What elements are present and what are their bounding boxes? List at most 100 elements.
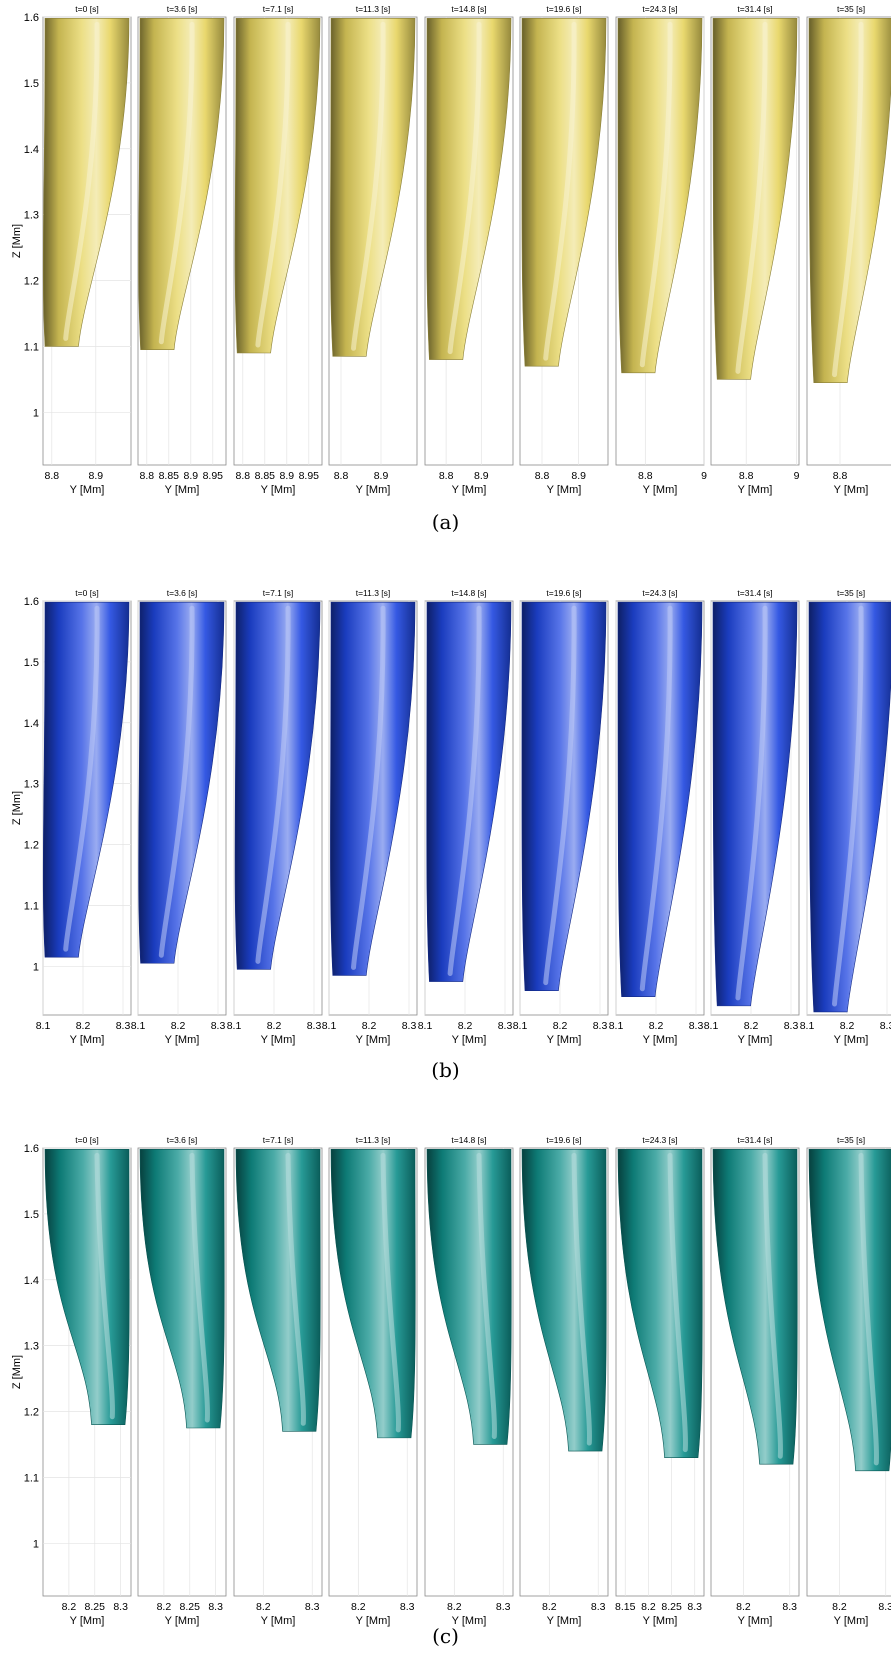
panel-time-label: t=14.8 [s] [451,1135,486,1145]
isosurface-body [426,601,512,982]
x-tick-label: 8.9 [571,470,586,482]
surface-highlight [380,1152,401,1433]
y-tick-label: 1.2 [24,276,39,288]
x-tick-label: 8.3 [305,1601,320,1613]
x-tick-label: 8.2 [832,1601,847,1613]
y-tick-label: 1.6 [24,596,39,608]
x-axis-label: Y [Mm] [834,484,869,496]
isosurface-body [234,18,321,354]
isosurface-body [138,601,225,964]
x-tick-label: 8.3 [687,1601,702,1613]
panel-time-label: t=11.3 [s] [356,4,391,14]
x-tick-label: 8.25 [85,1601,106,1613]
x-tick-label: 8.8 [535,470,550,482]
y-tick-label: 1.3 [24,779,39,791]
surface-highlight [543,21,577,361]
x-axis-label: Y [Mm] [738,1034,773,1046]
y-tick-label: 1.1 [24,1472,39,1484]
panel-time-label: t=31.4 [s] [737,1135,772,1145]
y-tick-label: 1.6 [24,1143,39,1155]
surface-highlight [158,21,195,345]
x-axis-label: Y [Mm] [165,1615,200,1627]
isosurface-body [234,601,321,970]
y-tick-label: 1 [33,1538,39,1550]
x-tick-label: 8.9 [183,470,198,482]
isosurface-body [521,18,607,367]
isosurface-body [426,18,512,360]
x-axis-label: Y [Mm] [547,1615,582,1627]
y-tick-label: 1.6 [24,12,39,24]
y-axis-label: Z [Mm] [11,1355,23,1389]
x-tick-label: 8.3 [402,1020,417,1032]
surface-highlight [351,21,386,351]
x-axis-label: Y [Mm] [70,1615,105,1627]
x-tick-label: 8.85 [255,470,276,482]
x-tick-label: 8.25 [661,1601,682,1613]
surface-highlight [639,605,673,992]
panel-time-label: t=24.3 [s] [642,588,677,598]
x-tick-label: 8.9 [474,470,489,482]
panel-time-label: t=14.8 [s] [451,588,486,598]
panel-time-label: t=3.6 [s] [167,1135,197,1145]
y-tick-label: 1.5 [24,657,39,669]
x-tick-label: 8.1 [609,1020,624,1032]
panel-time-label: t=31.4 [s] [737,4,772,14]
surface-highlight [63,605,100,952]
x-tick-label: 8.95 [299,470,320,482]
x-tick-label: 8.2 [736,1601,751,1613]
y-tick-label: 1 [33,407,39,419]
x-tick-label: 8.1 [704,1020,719,1032]
panel-time-label: t=3.6 [s] [167,588,197,598]
x-tick-label: 8.8 [44,470,59,482]
x-axis-label: Y [Mm] [165,484,200,496]
surface-highlight [832,605,864,1007]
x-tick-label: 8.3 [880,1020,891,1032]
panel-time-label: t=24.3 [s] [642,1135,677,1145]
x-tick-label: 8.9 [88,470,103,482]
x-tick-label: 8.3 [498,1020,513,1032]
isosurface-body [42,18,130,347]
x-axis-label: Y [Mm] [356,1615,391,1627]
surface-highlight [832,21,864,378]
x-tick-label: 8.3 [307,1020,322,1032]
x-tick-label: 8.2 [744,1020,759,1032]
x-tick-label: 8.1 [800,1020,815,1032]
isosurface-body [712,601,798,1007]
panel-time-label: t=19.6 [s] [546,588,581,598]
surface-highlight [158,605,195,958]
isosurface-body [330,18,416,357]
panel-time-label: t=19.6 [s] [546,4,581,14]
surface-highlight [63,21,100,341]
panel-time-label: t=14.8 [s] [451,4,486,14]
panel-time-label: t=7.1 [s] [263,4,293,14]
surface-highlight [351,605,386,970]
x-tick-label: 8.1 [227,1020,242,1032]
y-tick-label: 1 [33,961,39,973]
x-tick-label: 8.1 [131,1020,146,1032]
x-tick-label: 8.8 [638,470,653,482]
x-tick-label: 8.3 [782,1601,797,1613]
surface-highlight [762,1152,783,1459]
surface-highlight [255,605,291,964]
isosurface-body [808,601,891,1013]
x-tick-label: 8.2 [542,1601,557,1613]
x-tick-label: 8.1 [322,1020,337,1032]
x-tick-label: 8.3 [496,1601,511,1613]
isosurface-body [138,18,225,351]
x-tick-label: 8.2 [76,1020,91,1032]
x-tick-label: 8.1 [418,1020,433,1032]
x-tick-label: 8.8 [833,470,848,482]
panel-time-label: t=11.3 [s] [356,588,391,598]
x-axis-label: Y [Mm] [356,484,391,496]
isosurface-body [712,18,798,380]
x-axis-label: Y [Mm] [643,1615,678,1627]
x-tick-label: 8.3 [593,1020,608,1032]
isosurface-body [330,601,416,976]
panel-time-label: t=24.3 [s] [642,4,677,14]
x-axis-label: Y [Mm] [70,484,105,496]
x-tick-label: 8.2 [256,1601,271,1613]
x-tick-label: 8.3 [211,1020,226,1032]
caption-c: (c) [432,1624,459,1648]
y-tick-label: 1.4 [24,1275,39,1287]
